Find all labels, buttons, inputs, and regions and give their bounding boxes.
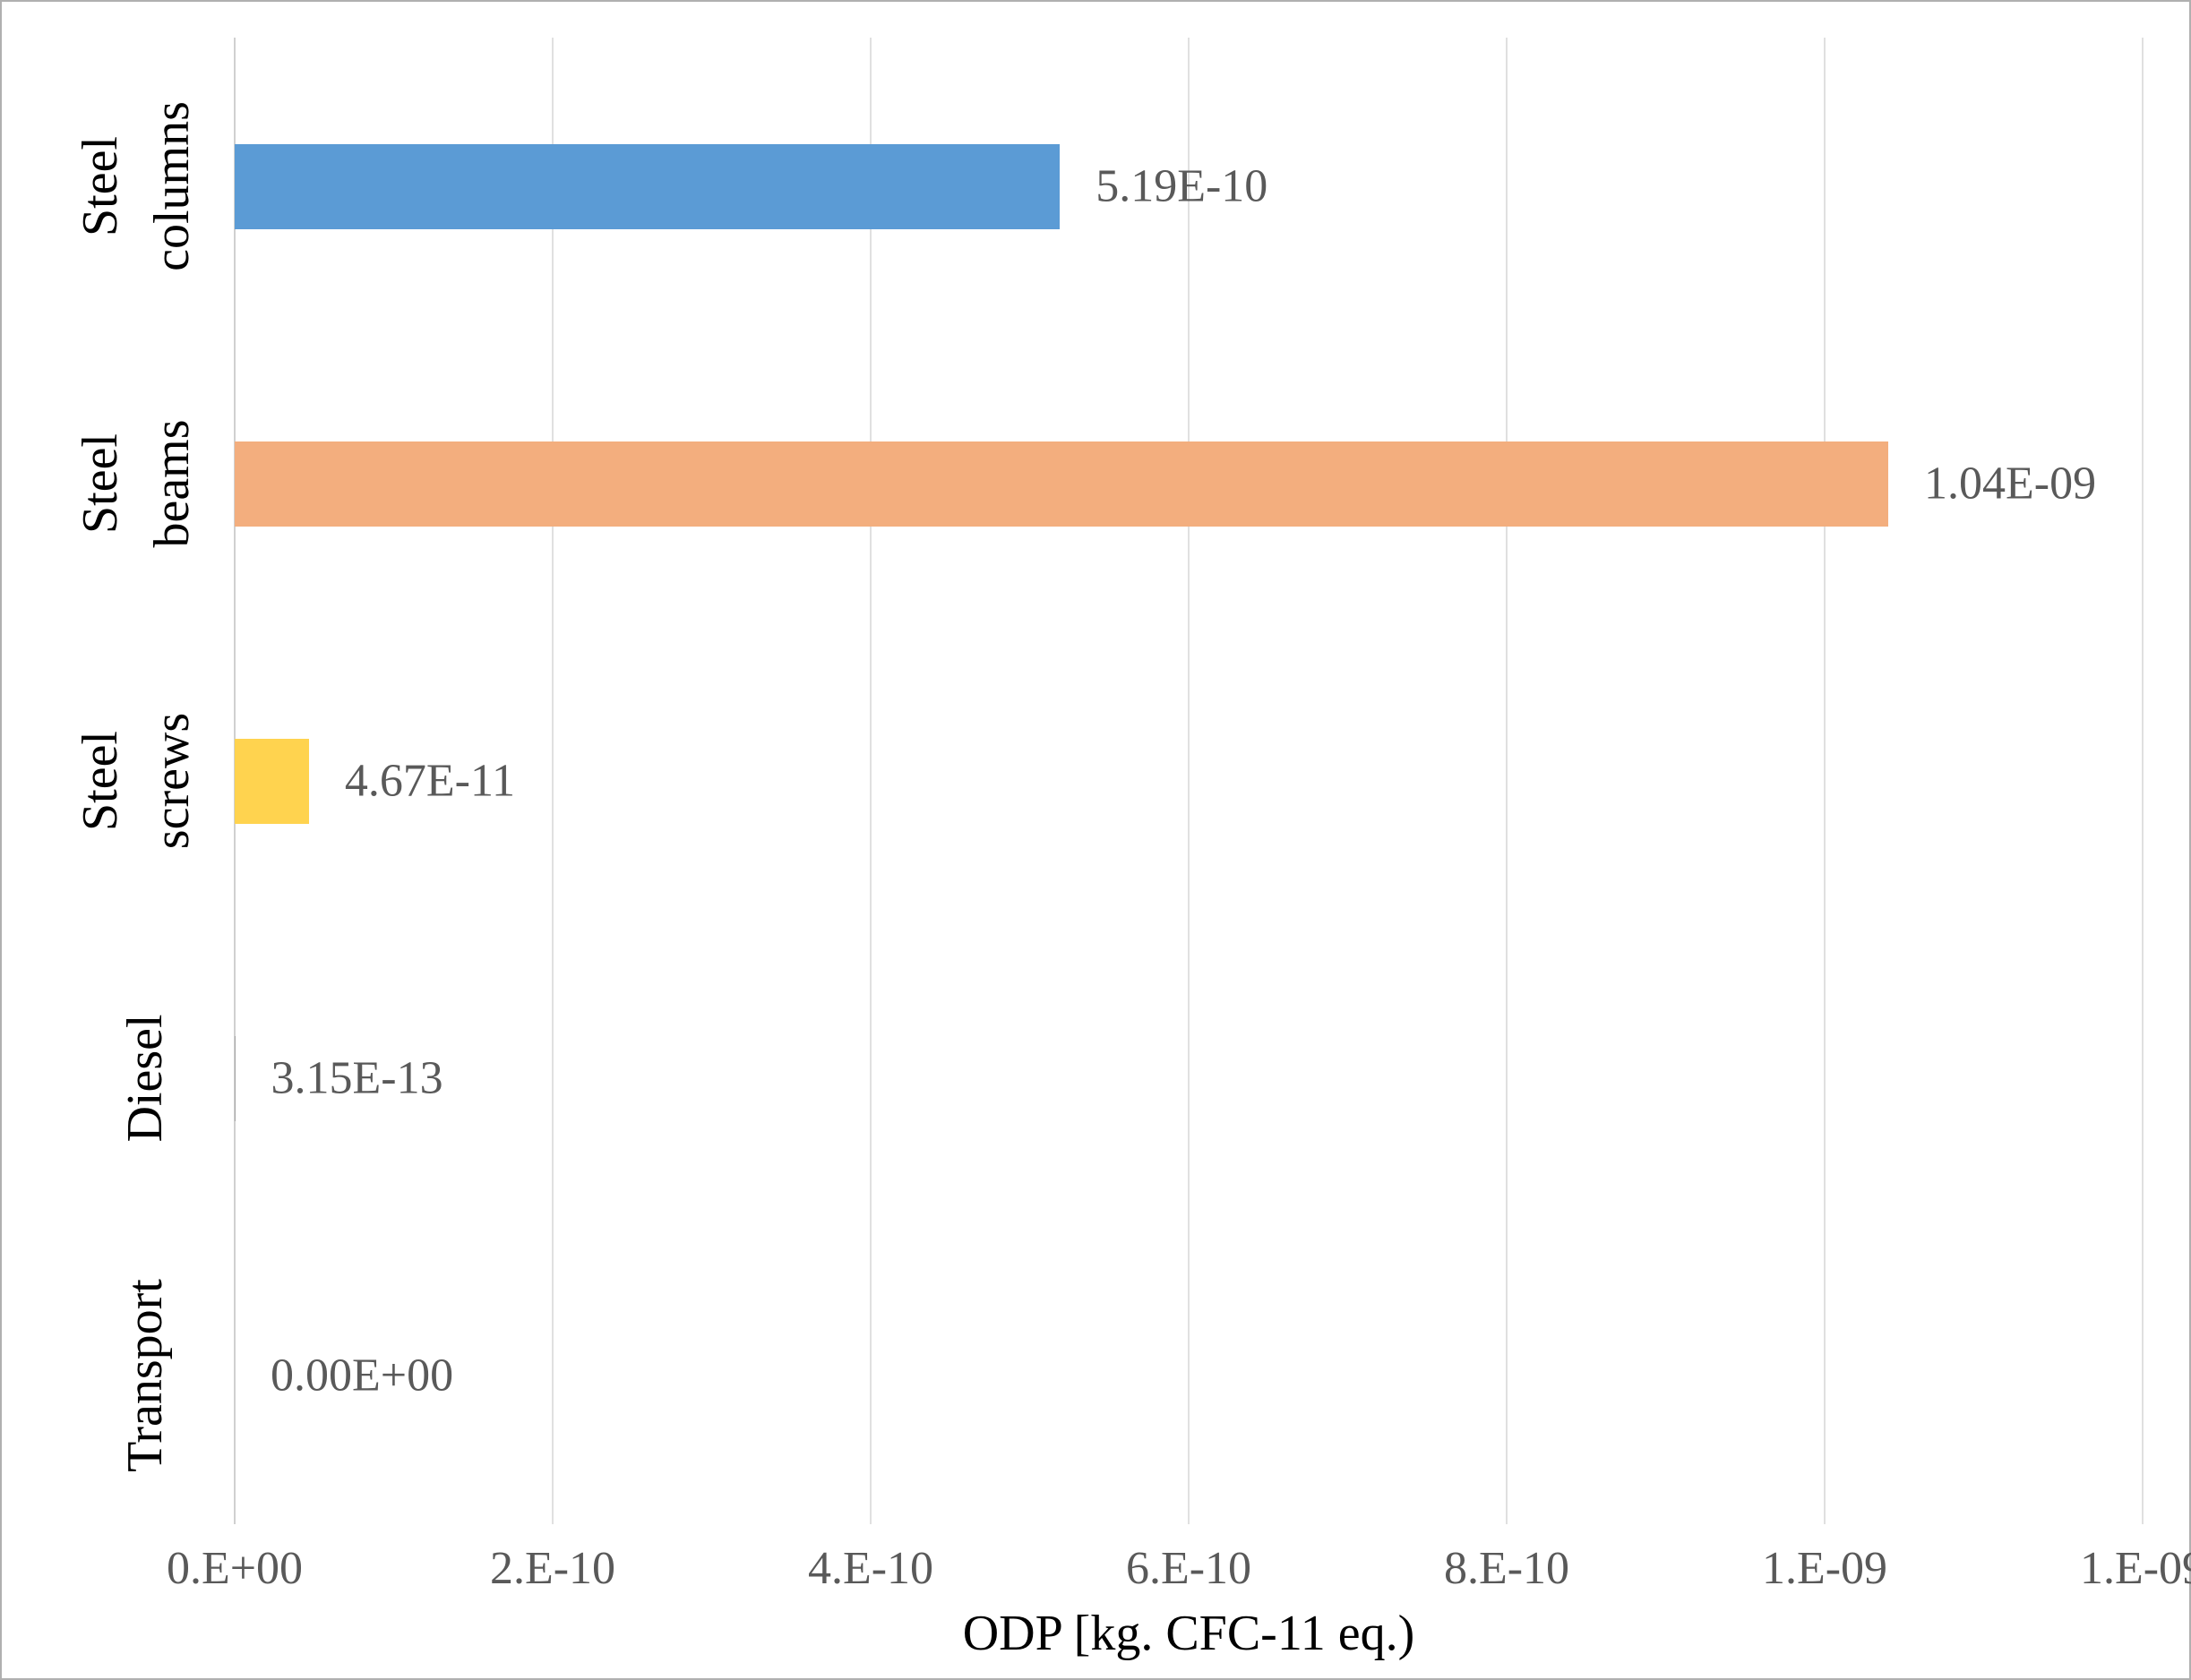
y-category-label: screws (143, 713, 201, 849)
grid-line (552, 38, 554, 1524)
plot-area: 0.00E+00 3.15E-13 4.67E-11 1.04E-09 5.19E-10 (235, 38, 2143, 1524)
grid-line (1188, 38, 1190, 1524)
y-category-label: Transport (116, 1279, 174, 1472)
y-category-label: Steel (72, 433, 129, 534)
bar (235, 144, 1060, 229)
y-category-label: Steel (72, 731, 129, 831)
bar (235, 441, 1888, 527)
grid-line (1824, 38, 1826, 1524)
y-category-label: Diesel (116, 1014, 174, 1142)
y-category-label: Steel (72, 136, 129, 236)
x-tick-label: 1.E-09 (1762, 1542, 1887, 1595)
bar-value-label: 1.04E-09 (1924, 458, 2096, 510)
x-tick-label: 0.E+00 (167, 1542, 303, 1595)
bar (235, 739, 309, 824)
x-tick-label: 8.E-10 (1444, 1542, 1569, 1595)
x-axis-title: ODP [kg. CFC-11 eq.) (963, 1605, 1415, 1662)
bar-value-label: 3.15E-13 (271, 1052, 443, 1105)
odp-bar-chart: 0.00E+00 3.15E-13 4.67E-11 1.04E-09 5.19E-10… (0, 0, 2191, 1680)
bar-value-label: 4.67E-11 (345, 755, 515, 808)
x-tick-label: 6.E-10 (1126, 1542, 1251, 1595)
bar-value-label: 5.19E-10 (1096, 160, 1267, 213)
grid-line (1506, 38, 1508, 1524)
x-tick-label: 2.E-10 (490, 1542, 615, 1595)
x-tick-label: 4.E-10 (808, 1542, 933, 1595)
y-category-label: beams (143, 419, 201, 547)
grid-line (870, 38, 872, 1524)
bar (235, 1036, 236, 1121)
grid-line (2142, 38, 2144, 1524)
x-tick-label: 1.E-09 (2080, 1542, 2191, 1595)
y-category-label: columns (143, 101, 201, 271)
bar-value-label: 0.00E+00 (271, 1350, 453, 1402)
